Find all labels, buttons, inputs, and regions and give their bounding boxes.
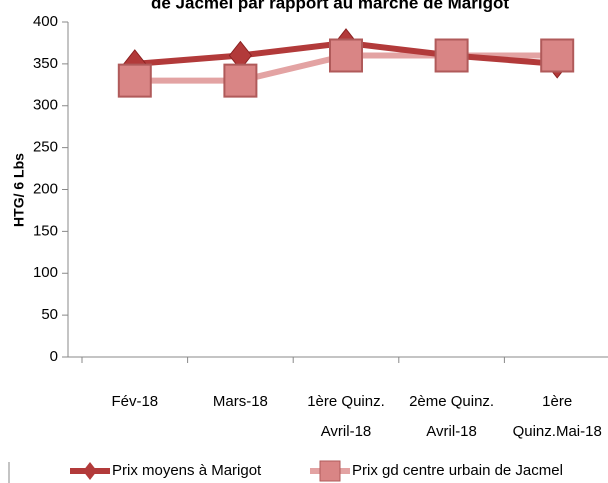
square-marker (223, 63, 258, 98)
legend-label: Prix moyens à Marigot (112, 462, 262, 479)
y-tick-label: 0 (50, 348, 58, 365)
x-tick-label: Fév-18 (111, 393, 158, 410)
x-tick-label: Quinz.Mai-18 (513, 423, 602, 440)
x-tick-label: Avril-18 (321, 423, 372, 440)
y-tick-label: 100 (33, 264, 58, 281)
x-tick-label: 1ère (542, 393, 572, 410)
square-marker (434, 38, 469, 73)
y-axis-label: HTG/ 6 Lbs (11, 153, 27, 227)
legend-marker (319, 460, 341, 482)
y-tick-label: 250 (33, 139, 58, 156)
x-tick-label: Avril-18 (426, 423, 477, 440)
square-marker (117, 63, 152, 98)
y-tick-label: 150 (33, 222, 58, 239)
y-tick-label: 50 (41, 306, 58, 323)
chart-title: de Jacmel par rapport au marché de Marig… (151, 0, 509, 12)
y-tick-label: 350 (33, 55, 58, 72)
x-tick-label: 1ère Quinz. (307, 393, 385, 410)
y-tick-label: 400 (33, 13, 58, 30)
x-tick-label: Mars-18 (213, 393, 268, 410)
square-marker (329, 38, 363, 73)
x-tick-label: 2ème Quinz. (409, 393, 494, 410)
legend-label: Prix gd centre urbain de Jacmel (352, 462, 563, 479)
square-marker (540, 38, 575, 73)
y-tick-label: 300 (33, 97, 58, 114)
legend-marker (83, 462, 97, 480)
y-tick-label: 200 (33, 180, 58, 197)
